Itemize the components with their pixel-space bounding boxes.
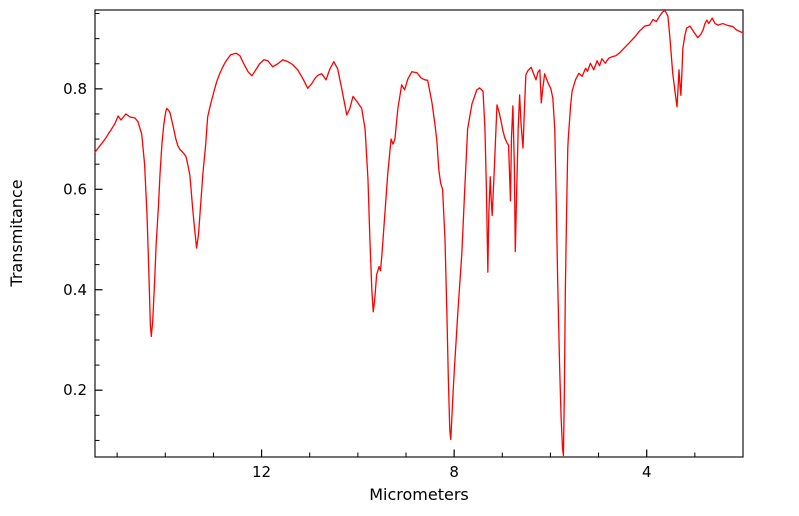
axes-spines <box>94 9 744 458</box>
y-tick-labels: 0.2 0.4 0.6 0.8 <box>63 80 87 399</box>
y-axis-label: Transmitance <box>7 179 26 287</box>
plot-frame <box>94 9 744 458</box>
y-tick-label: 0.4 <box>63 281 87 299</box>
spectrum-line <box>94 9 744 457</box>
x-tick-labels: 12 8 4 <box>252 463 651 481</box>
x-axis-ticks <box>116 449 696 457</box>
y-axis-ticks <box>95 13 103 441</box>
y-tick-label: 0.2 <box>63 381 87 399</box>
x-tick-label: 12 <box>252 463 271 481</box>
x-tick-label: 8 <box>449 463 459 481</box>
x-tick-label: 4 <box>642 463 652 481</box>
y-tick-label: 0.8 <box>63 80 87 98</box>
y-tick-label: 0.6 <box>63 180 87 198</box>
x-axis-label: Micrometers <box>369 485 469 504</box>
spectrum-path <box>94 9 744 457</box>
